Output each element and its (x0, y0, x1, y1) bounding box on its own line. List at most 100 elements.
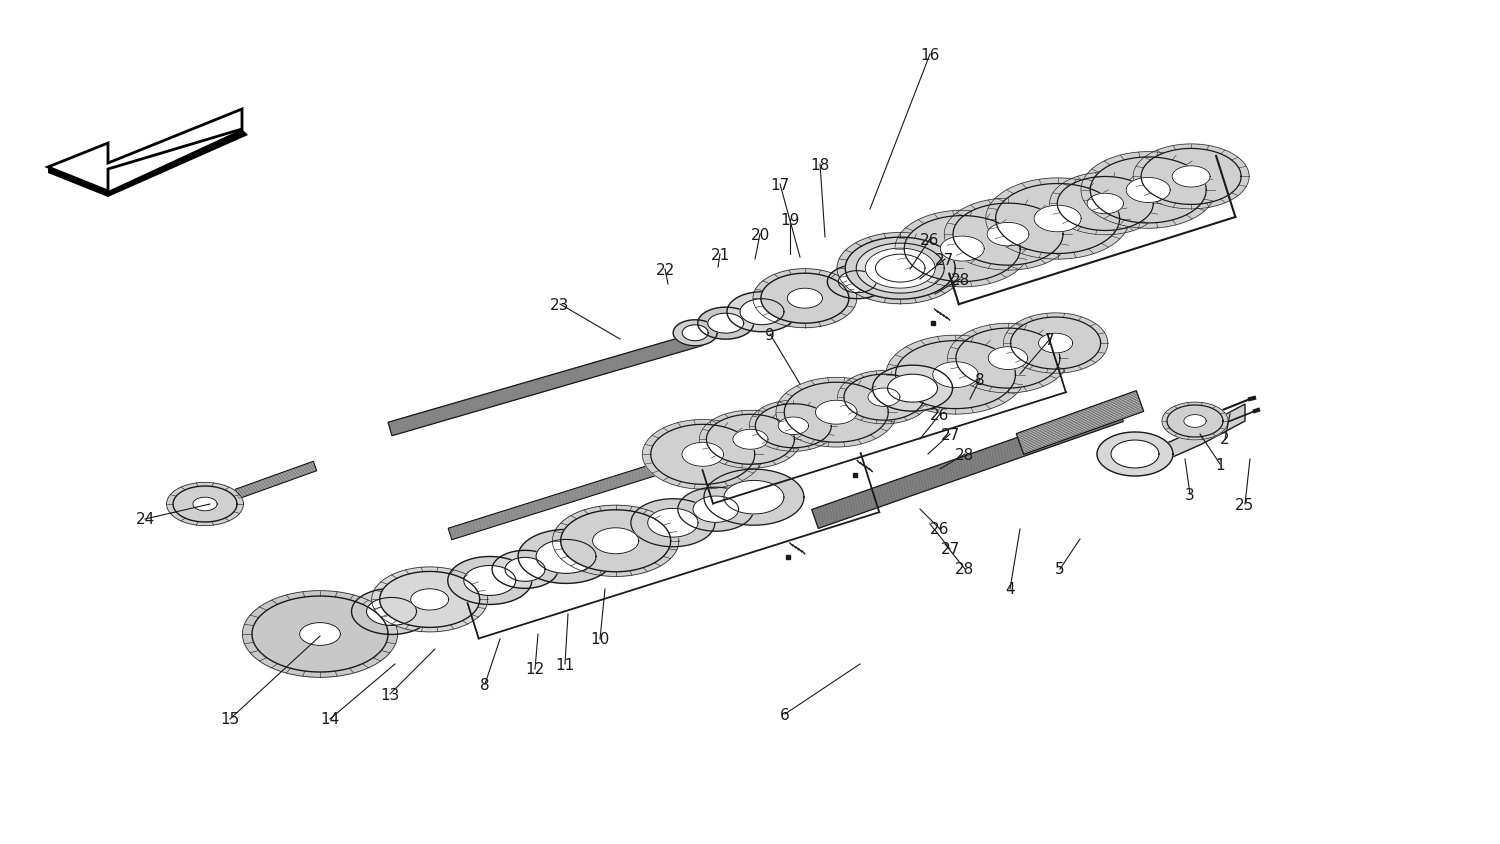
Polygon shape (728, 292, 796, 333)
Text: 8: 8 (480, 677, 490, 692)
Polygon shape (366, 598, 417, 625)
Text: 26: 26 (930, 522, 950, 537)
Text: 17: 17 (771, 177, 789, 192)
Polygon shape (940, 237, 984, 262)
Polygon shape (996, 184, 1119, 254)
Polygon shape (699, 411, 801, 468)
Polygon shape (682, 326, 708, 341)
Polygon shape (48, 130, 248, 197)
Polygon shape (448, 557, 532, 605)
Polygon shape (506, 558, 544, 582)
Polygon shape (704, 469, 804, 526)
Text: 27: 27 (940, 542, 960, 557)
Text: 26: 26 (930, 407, 950, 422)
Polygon shape (816, 401, 856, 425)
Polygon shape (788, 289, 822, 309)
Polygon shape (837, 371, 930, 425)
Polygon shape (778, 418, 808, 435)
Text: 20: 20 (750, 227, 770, 242)
Text: 12: 12 (525, 662, 544, 677)
Polygon shape (693, 496, 738, 522)
Text: 7: 7 (1046, 332, 1054, 347)
Polygon shape (1050, 173, 1161, 235)
Text: 22: 22 (656, 262, 675, 277)
Polygon shape (492, 550, 558, 588)
Polygon shape (1011, 317, 1101, 370)
Polygon shape (865, 249, 934, 289)
Polygon shape (1017, 391, 1143, 455)
Text: 11: 11 (555, 657, 574, 672)
Text: 23: 23 (550, 297, 570, 312)
Polygon shape (724, 481, 784, 514)
Polygon shape (740, 300, 784, 325)
Polygon shape (868, 388, 900, 407)
Polygon shape (873, 365, 952, 412)
Polygon shape (518, 530, 614, 584)
Polygon shape (252, 597, 388, 672)
Polygon shape (1088, 194, 1124, 214)
Text: 3: 3 (1185, 487, 1196, 502)
Text: 21: 21 (711, 247, 729, 262)
Text: 16: 16 (921, 47, 939, 62)
Polygon shape (888, 375, 938, 403)
Text: 28: 28 (951, 272, 969, 287)
Polygon shape (987, 223, 1029, 246)
Polygon shape (952, 204, 1064, 266)
Polygon shape (708, 314, 744, 333)
Text: 26: 26 (921, 232, 939, 247)
Polygon shape (734, 430, 768, 450)
Polygon shape (1058, 177, 1154, 231)
Text: 19: 19 (780, 212, 800, 227)
Polygon shape (856, 244, 944, 294)
Polygon shape (896, 341, 1016, 409)
Polygon shape (839, 271, 876, 294)
Polygon shape (760, 273, 849, 324)
Polygon shape (1184, 415, 1206, 428)
Polygon shape (1082, 153, 1215, 229)
Text: 18: 18 (810, 157, 830, 172)
Polygon shape (411, 589, 448, 610)
Polygon shape (784, 383, 888, 443)
Text: 24: 24 (135, 512, 154, 527)
Polygon shape (698, 308, 753, 340)
Polygon shape (948, 324, 1068, 393)
Polygon shape (300, 623, 340, 646)
Polygon shape (682, 443, 723, 467)
Polygon shape (552, 506, 680, 576)
Polygon shape (380, 571, 480, 628)
Polygon shape (561, 510, 670, 572)
Polygon shape (592, 528, 639, 555)
Polygon shape (1132, 145, 1250, 209)
Polygon shape (372, 567, 488, 632)
Text: 10: 10 (591, 632, 609, 647)
Polygon shape (986, 179, 1130, 260)
Polygon shape (956, 328, 1060, 388)
Polygon shape (172, 486, 237, 522)
Text: 14: 14 (321, 711, 339, 727)
Polygon shape (1172, 166, 1210, 188)
Polygon shape (48, 110, 242, 192)
Polygon shape (236, 462, 316, 499)
Polygon shape (1167, 405, 1222, 437)
Text: 6: 6 (780, 706, 790, 722)
Polygon shape (464, 565, 516, 596)
Text: 8: 8 (975, 372, 986, 387)
Polygon shape (1096, 432, 1173, 476)
Polygon shape (886, 336, 1024, 414)
Polygon shape (1034, 206, 1082, 233)
Polygon shape (1126, 178, 1170, 203)
Polygon shape (1004, 313, 1108, 374)
Polygon shape (776, 378, 897, 447)
Polygon shape (812, 403, 1124, 529)
Polygon shape (753, 269, 856, 328)
Polygon shape (632, 499, 716, 547)
Polygon shape (756, 404, 831, 448)
Polygon shape (536, 540, 596, 574)
Polygon shape (678, 488, 754, 532)
Polygon shape (1150, 404, 1245, 468)
Polygon shape (844, 238, 956, 300)
Polygon shape (904, 216, 1020, 282)
Text: 27: 27 (940, 427, 960, 442)
Text: 15: 15 (220, 711, 240, 727)
Polygon shape (388, 333, 702, 436)
